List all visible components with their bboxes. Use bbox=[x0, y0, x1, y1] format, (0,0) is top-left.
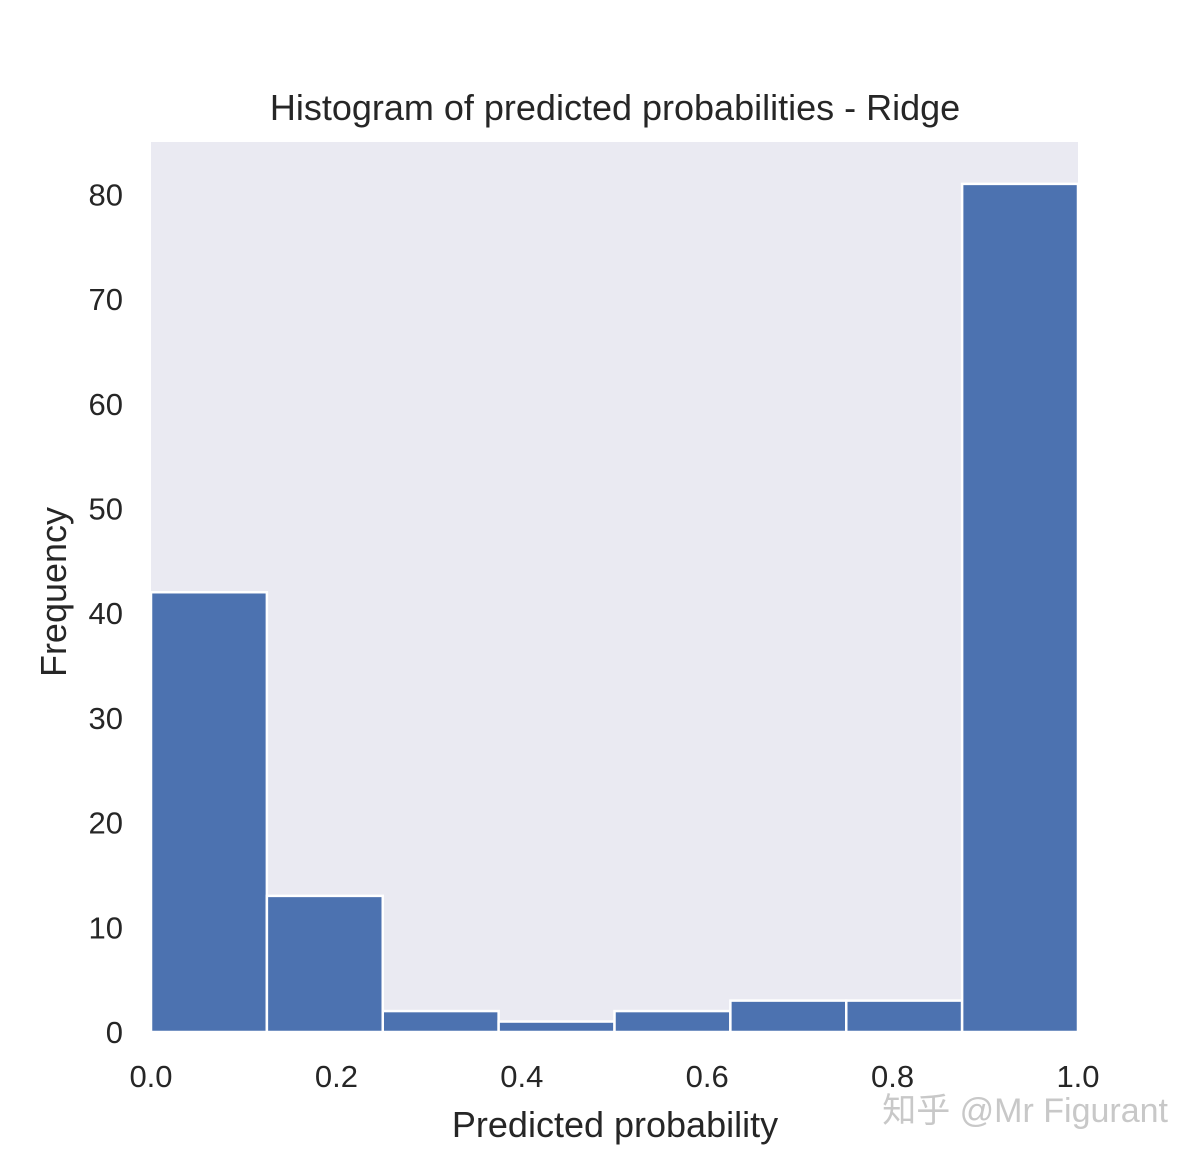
chart-title: Histogram of predicted probabilities - R… bbox=[270, 87, 960, 128]
histogram-bar bbox=[265, 894, 384, 1034]
plot-area bbox=[151, 142, 1078, 1032]
y-tick-label: 80 bbox=[89, 177, 123, 212]
x-tick-label: 0.8 bbox=[871, 1059, 914, 1094]
histogram-bar bbox=[845, 999, 964, 1034]
y-tick-label: 30 bbox=[89, 701, 123, 736]
y-tick-label: 50 bbox=[89, 491, 123, 526]
y-tick-label: 60 bbox=[89, 387, 123, 422]
x-tick-label: 0.0 bbox=[129, 1059, 172, 1094]
bar-group bbox=[149, 182, 1080, 1034]
x-tick-label: 0.4 bbox=[500, 1059, 543, 1094]
x-tick-label: 0.6 bbox=[686, 1059, 729, 1094]
y-tick-label: 0 bbox=[106, 1015, 123, 1050]
x-axis-label: Predicted probability bbox=[452, 1104, 778, 1145]
histogram-bar bbox=[381, 1009, 500, 1034]
y-tick-label: 10 bbox=[89, 910, 123, 945]
y-tick-labels: 0 10 20 30 40 50 60 70 80 bbox=[89, 177, 123, 1050]
x-tick-labels: 0.0 0.2 0.4 0.6 0.8 1.0 bbox=[129, 1059, 1099, 1094]
watermark-text: 知乎 @Mr Figurant bbox=[882, 1092, 1168, 1130]
y-tick-label: 40 bbox=[89, 596, 123, 631]
x-tick-label: 0.2 bbox=[315, 1059, 358, 1094]
y-axis-label: Frequency bbox=[33, 507, 74, 677]
histogram-bar bbox=[149, 590, 269, 1034]
histogram-bar bbox=[497, 1020, 616, 1034]
y-tick-label: 20 bbox=[89, 806, 123, 841]
histogram-bar bbox=[729, 999, 848, 1034]
x-tick-label: 1.0 bbox=[1056, 1059, 1099, 1094]
histogram-bar bbox=[960, 182, 1080, 1034]
histogram-bar bbox=[613, 1009, 732, 1034]
y-tick-label: 70 bbox=[89, 282, 123, 317]
